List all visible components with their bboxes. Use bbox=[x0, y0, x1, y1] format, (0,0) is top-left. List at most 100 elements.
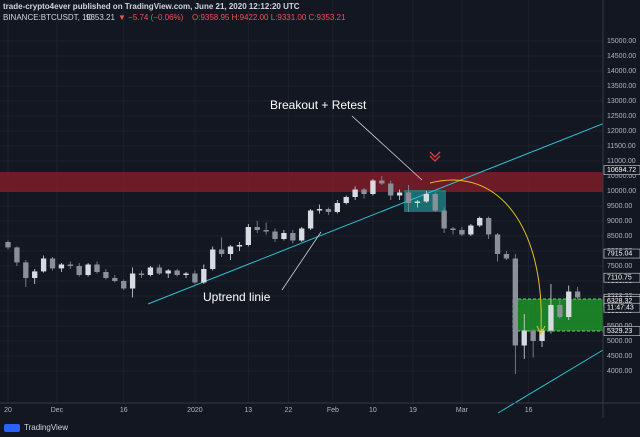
candle-body bbox=[40, 258, 47, 272]
candle-body bbox=[503, 253, 510, 259]
symbol: BINANCE:BTCUSDT, 1D bbox=[3, 13, 93, 22]
countdown: 11:47:43 bbox=[607, 305, 634, 312]
resistance-zone bbox=[0, 172, 603, 192]
y-tick-label: 5000.00 bbox=[607, 338, 632, 345]
price-label-box bbox=[603, 248, 640, 259]
y-tick-label: 13500.00 bbox=[607, 83, 636, 90]
x-tick-label: 2020 bbox=[187, 407, 203, 414]
x-tick-label: 16 bbox=[120, 407, 128, 414]
candle-body bbox=[316, 208, 323, 211]
candle-body bbox=[76, 265, 82, 275]
candle-body bbox=[85, 264, 91, 275]
last-price: 9353.21 bbox=[86, 13, 115, 22]
candle-body bbox=[147, 267, 154, 275]
candle-body bbox=[574, 291, 581, 298]
candle-body bbox=[405, 192, 412, 203]
axes: 4000.004500.005000.005500.006000.006500.… bbox=[4, 38, 640, 414]
change: ▼ −5.74 (−0.06%) bbox=[118, 13, 184, 22]
candle-body bbox=[5, 241, 11, 248]
pointer-line bbox=[281, 231, 322, 291]
candle-body bbox=[254, 226, 260, 230]
y-tick-label: 5500.00 bbox=[607, 323, 632, 330]
y-tick-label: 8500.00 bbox=[607, 233, 632, 240]
candle-body bbox=[32, 271, 38, 278]
candle-body bbox=[23, 262, 29, 278]
candle-body bbox=[281, 232, 287, 239]
candle-body bbox=[468, 225, 474, 235]
candle-body bbox=[521, 330, 527, 346]
annotation: Uptrend linie bbox=[203, 290, 271, 304]
candle-body bbox=[245, 226, 251, 245]
candle-body bbox=[67, 264, 73, 266]
candle-body bbox=[325, 208, 332, 212]
candle-body bbox=[414, 201, 421, 203]
x-tick-label: Feb bbox=[327, 407, 339, 414]
candle-body bbox=[423, 194, 429, 202]
logo bbox=[4, 424, 20, 432]
annotation: Breakout + Retest bbox=[270, 98, 367, 112]
candle-body bbox=[49, 258, 56, 269]
y-tick-label: 4500.00 bbox=[607, 353, 632, 360]
candle-body bbox=[236, 244, 243, 247]
footer bbox=[0, 418, 640, 437]
price-label-box bbox=[603, 272, 640, 283]
candle-body bbox=[548, 304, 554, 331]
candle-body bbox=[218, 249, 225, 254]
candle-body bbox=[121, 280, 127, 289]
author-line: trade-crypto4ever published on TradingVi… bbox=[3, 2, 300, 11]
y-tick-label: 4000.00 bbox=[607, 368, 632, 375]
candle-body bbox=[432, 194, 438, 211]
price-label: 7915.04 bbox=[607, 250, 632, 257]
y-tick-label: 10500.00 bbox=[607, 173, 636, 180]
candle-body bbox=[14, 247, 20, 263]
candle-body bbox=[210, 249, 216, 269]
candle-body bbox=[183, 273, 189, 275]
candle-body bbox=[192, 273, 198, 283]
x-tick-label: 22 bbox=[284, 407, 292, 414]
x-tick-label: 19 bbox=[409, 407, 417, 414]
x-tick-label: Mar bbox=[456, 407, 469, 414]
candle-body bbox=[539, 330, 545, 341]
candle-body bbox=[441, 210, 447, 229]
candle-body bbox=[450, 228, 456, 230]
y-tick-label: 13000.00 bbox=[607, 98, 636, 105]
price-axis bbox=[603, 0, 640, 418]
trend-line bbox=[147, 112, 631, 305]
candle-body bbox=[165, 270, 171, 274]
y-tick-label: 14500.00 bbox=[607, 53, 636, 60]
candle-body bbox=[352, 189, 358, 198]
y-tick-label: 11000.00 bbox=[607, 158, 636, 165]
chevrons bbox=[429, 151, 441, 162]
candle-body bbox=[512, 258, 519, 346]
y-tick-label: 11500.00 bbox=[607, 143, 636, 150]
y-tick-label: 7500.00 bbox=[607, 263, 632, 270]
candle-body bbox=[379, 180, 385, 184]
candle-body bbox=[396, 192, 403, 196]
footer-text: TradingView bbox=[24, 423, 68, 432]
candle-body bbox=[156, 267, 162, 274]
y-tick-label: 10000.00 bbox=[607, 188, 636, 195]
candle-body bbox=[557, 304, 563, 317]
candle-body bbox=[530, 330, 536, 341]
arrow-head bbox=[536, 325, 546, 336]
candle-body bbox=[370, 180, 376, 195]
candle-body bbox=[174, 270, 180, 275]
candle-body bbox=[58, 264, 65, 269]
candle-body bbox=[459, 229, 465, 235]
price-label: 7110.75 bbox=[607, 275, 632, 282]
candle-body bbox=[388, 183, 394, 196]
candle-body bbox=[263, 229, 269, 232]
price-label: 10694.72 bbox=[607, 167, 636, 174]
candle-body bbox=[290, 232, 296, 241]
y-tick-label: 14000.00 bbox=[607, 68, 636, 75]
y-tick-label: 15000.00 bbox=[607, 38, 636, 45]
candle-body bbox=[334, 202, 340, 212]
y-tick-label: 9000.00 bbox=[607, 218, 632, 225]
y-tick-label: 12000.00 bbox=[607, 128, 636, 135]
price-label: 6328.32 bbox=[607, 298, 632, 305]
price-label: 5329.23 bbox=[607, 328, 632, 335]
candle-body bbox=[307, 210, 314, 229]
ohlc: O:9358.95 H:9422.00 L:9331.00 C:9353.21 bbox=[192, 13, 346, 22]
